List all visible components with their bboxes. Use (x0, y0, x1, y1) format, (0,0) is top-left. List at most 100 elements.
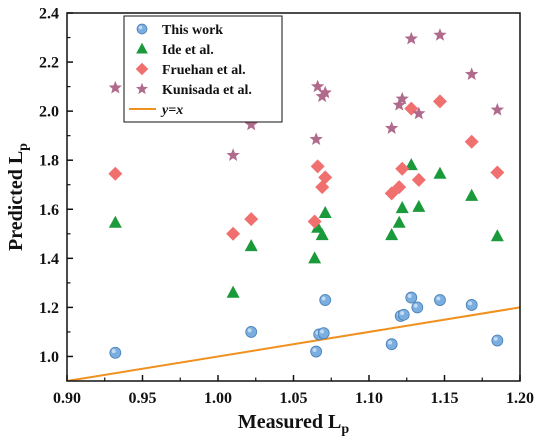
series-1 (108, 158, 504, 298)
data-point (465, 299, 478, 311)
data-point (491, 334, 504, 347)
x-tick-label: 0.90 (53, 390, 81, 407)
data-point (308, 251, 322, 264)
marker-highlight (321, 296, 326, 301)
data-point (307, 214, 322, 229)
x-tick-label: 1.00 (204, 390, 232, 407)
circle-marker (319, 294, 332, 306)
series-0 (109, 291, 504, 359)
marker-highlight (413, 303, 418, 308)
data-point (311, 220, 325, 233)
data-point (244, 212, 259, 227)
data-point (108, 80, 122, 94)
circle-marker (310, 345, 323, 358)
circle-marker (109, 346, 122, 359)
circle-marker (465, 299, 478, 311)
data-point (404, 31, 418, 45)
data-point (311, 79, 325, 93)
data-point (490, 102, 505, 116)
data-point (310, 159, 325, 174)
x-axis-title-main: Measured L (238, 411, 342, 433)
data-point (411, 172, 426, 187)
legend-marker (136, 82, 148, 95)
data-point (465, 67, 479, 80)
x-tick-label: 1.10 (355, 390, 383, 407)
data-point (392, 215, 406, 228)
legend-label: Fruehan et al. (162, 63, 246, 78)
data-point (395, 91, 409, 105)
data-point (434, 294, 446, 306)
y-tick-label: 2.0 (39, 104, 59, 121)
x-axis-title: Measured Lp (238, 411, 350, 437)
data-point (412, 106, 426, 120)
marker-highlight (400, 311, 405, 316)
plot-area (67, 28, 520, 381)
x-tick-label: 1.20 (506, 390, 534, 407)
x-tick-label: 1.05 (280, 390, 308, 407)
circle-marker (245, 326, 258, 338)
data-point (310, 345, 323, 358)
data-point (395, 161, 410, 176)
y-axis-title: Predicted Lp (5, 143, 31, 251)
data-point (108, 166, 123, 181)
x-tick-label: 1.15 (431, 390, 459, 407)
data-point (226, 285, 240, 298)
marker-highlight (436, 296, 441, 301)
marker-highlight (468, 301, 473, 306)
data-point (490, 165, 505, 180)
legend-label: Ide et al. (162, 43, 214, 58)
y-tick-label: 1.2 (39, 300, 59, 317)
data-point (245, 326, 258, 338)
data-point (404, 158, 418, 171)
marker-highlight (247, 328, 252, 333)
data-point (226, 148, 240, 161)
marker-highlight (320, 329, 325, 334)
data-point (405, 291, 418, 304)
data-point (226, 226, 241, 241)
circle-marker (136, 23, 148, 35)
data-point (244, 117, 258, 131)
circle-marker (397, 308, 410, 321)
circle-marker (411, 301, 424, 314)
y-tick-label: 1.4 (39, 251, 59, 268)
circle-marker (405, 291, 418, 304)
marker-highlight (312, 347, 317, 352)
data-point (392, 98, 406, 111)
data-point (433, 166, 447, 179)
y-axis-title-subscript: p (16, 143, 31, 151)
circle-marker (385, 338, 398, 351)
data-point (432, 94, 447, 109)
data-point (318, 170, 333, 185)
legend-label: Kunisada et al. (162, 83, 252, 98)
axes: 0.90 0.95 1.00 1.05 1.10 1.15 1.20 1.0 1.2 1.4 1.6… (39, 6, 534, 408)
marker-highlight (407, 293, 412, 298)
marker-highlight (493, 336, 498, 341)
data-point (395, 201, 409, 214)
data-point (317, 327, 330, 340)
data-point (384, 121, 399, 134)
data-point (385, 338, 398, 351)
legend-box (123, 15, 283, 123)
legend-label: y=x (160, 103, 183, 118)
circle-marker (317, 327, 330, 340)
data-point (392, 180, 407, 195)
data-point (412, 199, 426, 212)
data-point (397, 308, 410, 321)
x-tick-label: 0.95 (129, 390, 157, 407)
legend-label: This work (162, 23, 223, 38)
circle-marker (491, 334, 504, 347)
circle-marker (434, 294, 446, 306)
data-point (411, 301, 424, 314)
y-tick-label: 1.8 (39, 153, 59, 170)
data-point (108, 215, 122, 228)
data-point (319, 294, 332, 306)
x-axis-title-subscript: p (341, 422, 349, 437)
y-tick-label: 2.4 (39, 6, 59, 23)
data-point (385, 228, 399, 241)
y-tick-label: 1.6 (39, 202, 59, 219)
marker-highlight (388, 340, 393, 345)
y-axis-title-main: Predicted L (5, 151, 27, 251)
data-point (315, 228, 329, 241)
data-point (318, 205, 332, 218)
